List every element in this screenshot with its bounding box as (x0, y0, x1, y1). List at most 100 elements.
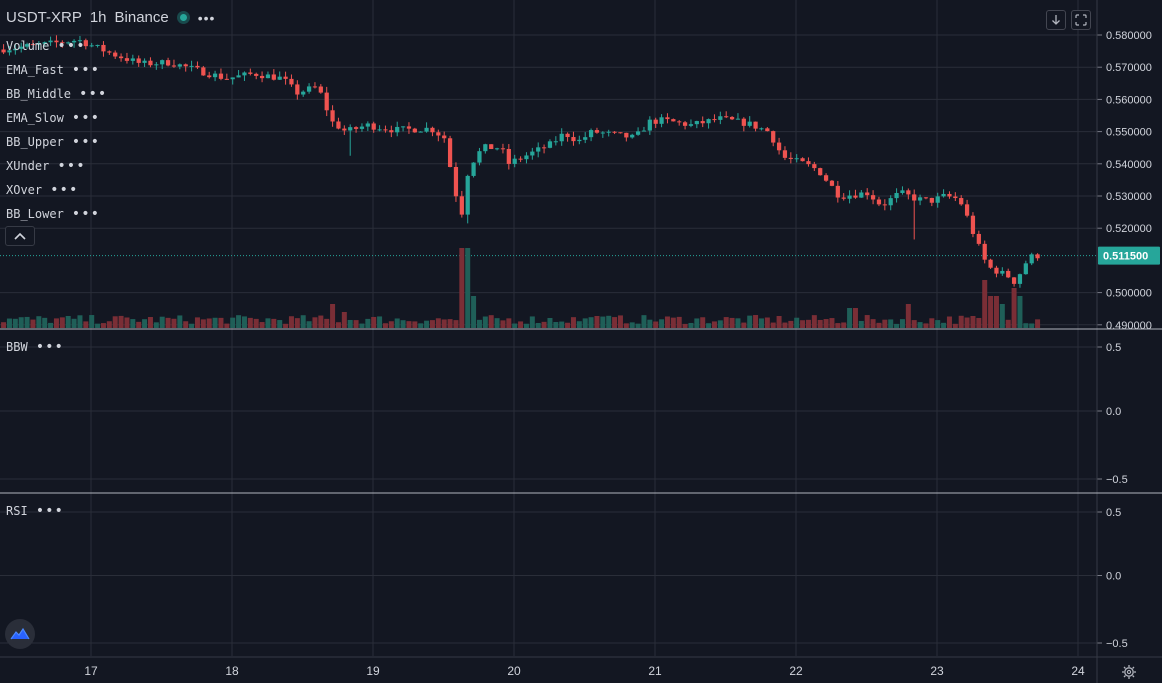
indicator-row[interactable]: BB_Lower ••• (6, 202, 107, 226)
volume-bar (36, 316, 42, 328)
volume-bar (465, 248, 471, 328)
pane-tick-label: −0.5 (1106, 474, 1128, 486)
candle-body (212, 73, 218, 78)
volume-bar (541, 321, 547, 328)
candle-body (306, 86, 312, 92)
indicator-more-icon[interactable]: ••• (71, 206, 101, 222)
indicator-more-icon[interactable]: ••• (79, 86, 108, 102)
price-axis[interactable]: 0.580000 0.570000 0.560000 0.550000 0.540000… (1097, 30, 1160, 332)
time-tick-label: 19 (366, 664, 380, 678)
candle-body (653, 119, 658, 124)
volume-bar (347, 319, 353, 328)
volume-bar (71, 318, 77, 328)
indicator-more-icon[interactable]: ••• (50, 182, 79, 198)
volume-bar (982, 280, 988, 328)
candle-body (900, 190, 905, 193)
candle-body (806, 161, 811, 165)
volume-bar (829, 318, 835, 328)
volume-bar (212, 317, 218, 328)
interval-label[interactable]: 1h (89, 9, 107, 26)
candle-body (794, 158, 799, 160)
candle-body (489, 144, 494, 150)
volume-bar (218, 317, 224, 328)
volume-bar (406, 321, 412, 328)
volume-bar (559, 321, 565, 328)
time-tick-label: 21 (648, 664, 662, 678)
candle-body (101, 44, 106, 52)
indicator-row[interactable]: XUnder ••• (6, 154, 107, 178)
candle-body (207, 75, 212, 78)
candle-body (776, 142, 782, 151)
bbw-more-icon[interactable]: ••• (35, 339, 64, 355)
autoscale-button[interactable] (1071, 10, 1091, 30)
volume-bar (606, 315, 612, 328)
volume-bar (688, 322, 694, 328)
volume-bar (494, 318, 500, 328)
volume-bar (770, 322, 776, 328)
volume-bar (946, 316, 952, 328)
indicator-more-icon[interactable]: ••• (71, 62, 101, 78)
indicator-more-icon[interactable]: ••• (71, 110, 101, 126)
candle-body (747, 121, 752, 126)
indicator-more-icon[interactable]: ••• (57, 158, 86, 174)
collapse-legend-button[interactable] (5, 226, 35, 246)
time-axis[interactable]: 17 18 19 20 21 22 23 24 (84, 664, 1085, 678)
indicator-more-icon[interactable]: ••• (57, 38, 86, 54)
indicator-row[interactable]: Volume ••• (6, 34, 107, 58)
candle-body (565, 133, 570, 138)
candle-body (647, 119, 652, 131)
candle-body (935, 196, 940, 203)
candle-body (553, 141, 558, 143)
candle-body (606, 131, 611, 133)
volume-bar (400, 320, 406, 328)
volume-bar (788, 320, 794, 328)
candle-body (724, 116, 729, 118)
candle-body (24, 44, 30, 47)
candle-body (301, 91, 306, 95)
candle-body (712, 119, 717, 121)
indicator-row[interactable]: EMA_Fast ••• (6, 58, 107, 82)
candle-body (330, 110, 335, 122)
indicator-row[interactable]: BB_Upper ••• (6, 130, 107, 154)
volume-bar (852, 308, 858, 328)
candle-body (242, 72, 247, 76)
candle-body (48, 40, 53, 43)
volume-bar (682, 323, 688, 328)
candle-body (254, 73, 259, 76)
volume-bar (429, 320, 435, 328)
candle-body (1, 49, 6, 53)
indicator-row[interactable]: BB_Middle ••• (6, 82, 107, 106)
scroll-to-end-button[interactable] (1046, 10, 1066, 30)
volume-bar (659, 319, 665, 328)
candle-body (912, 194, 917, 201)
volume-bar (359, 323, 365, 328)
tradingview-logo-button[interactable] (5, 619, 35, 649)
candle-body (735, 118, 741, 120)
rsi-more-icon[interactable]: ••• (35, 503, 64, 519)
volume-bar (171, 318, 177, 328)
indicator-more-icon[interactable]: ••• (71, 134, 101, 150)
candle-body (524, 155, 529, 160)
candle-body (336, 121, 341, 129)
legend-more-icon[interactable]: ••• (197, 9, 216, 26)
candle-body (994, 267, 999, 274)
volume-bar (253, 318, 259, 328)
candle-body (66, 42, 71, 44)
volume-bar (247, 317, 253, 328)
volume-bar (617, 315, 623, 328)
indicator-row[interactable]: XOver ••• (6, 178, 107, 202)
candle-body (359, 126, 365, 129)
volume-bar (65, 315, 71, 328)
chart-settings-button[interactable] (1118, 662, 1140, 682)
symbol-name[interactable]: USDT-XRP (6, 9, 82, 26)
volume-bar (1, 322, 7, 328)
volume-bar (676, 316, 682, 328)
market-status-icon (176, 11, 190, 24)
candle-body (312, 86, 318, 88)
candle-body (389, 130, 394, 133)
volume-bar (42, 317, 48, 328)
indicator-row[interactable]: EMA_Slow ••• (6, 106, 107, 130)
candle-body (236, 75, 241, 78)
